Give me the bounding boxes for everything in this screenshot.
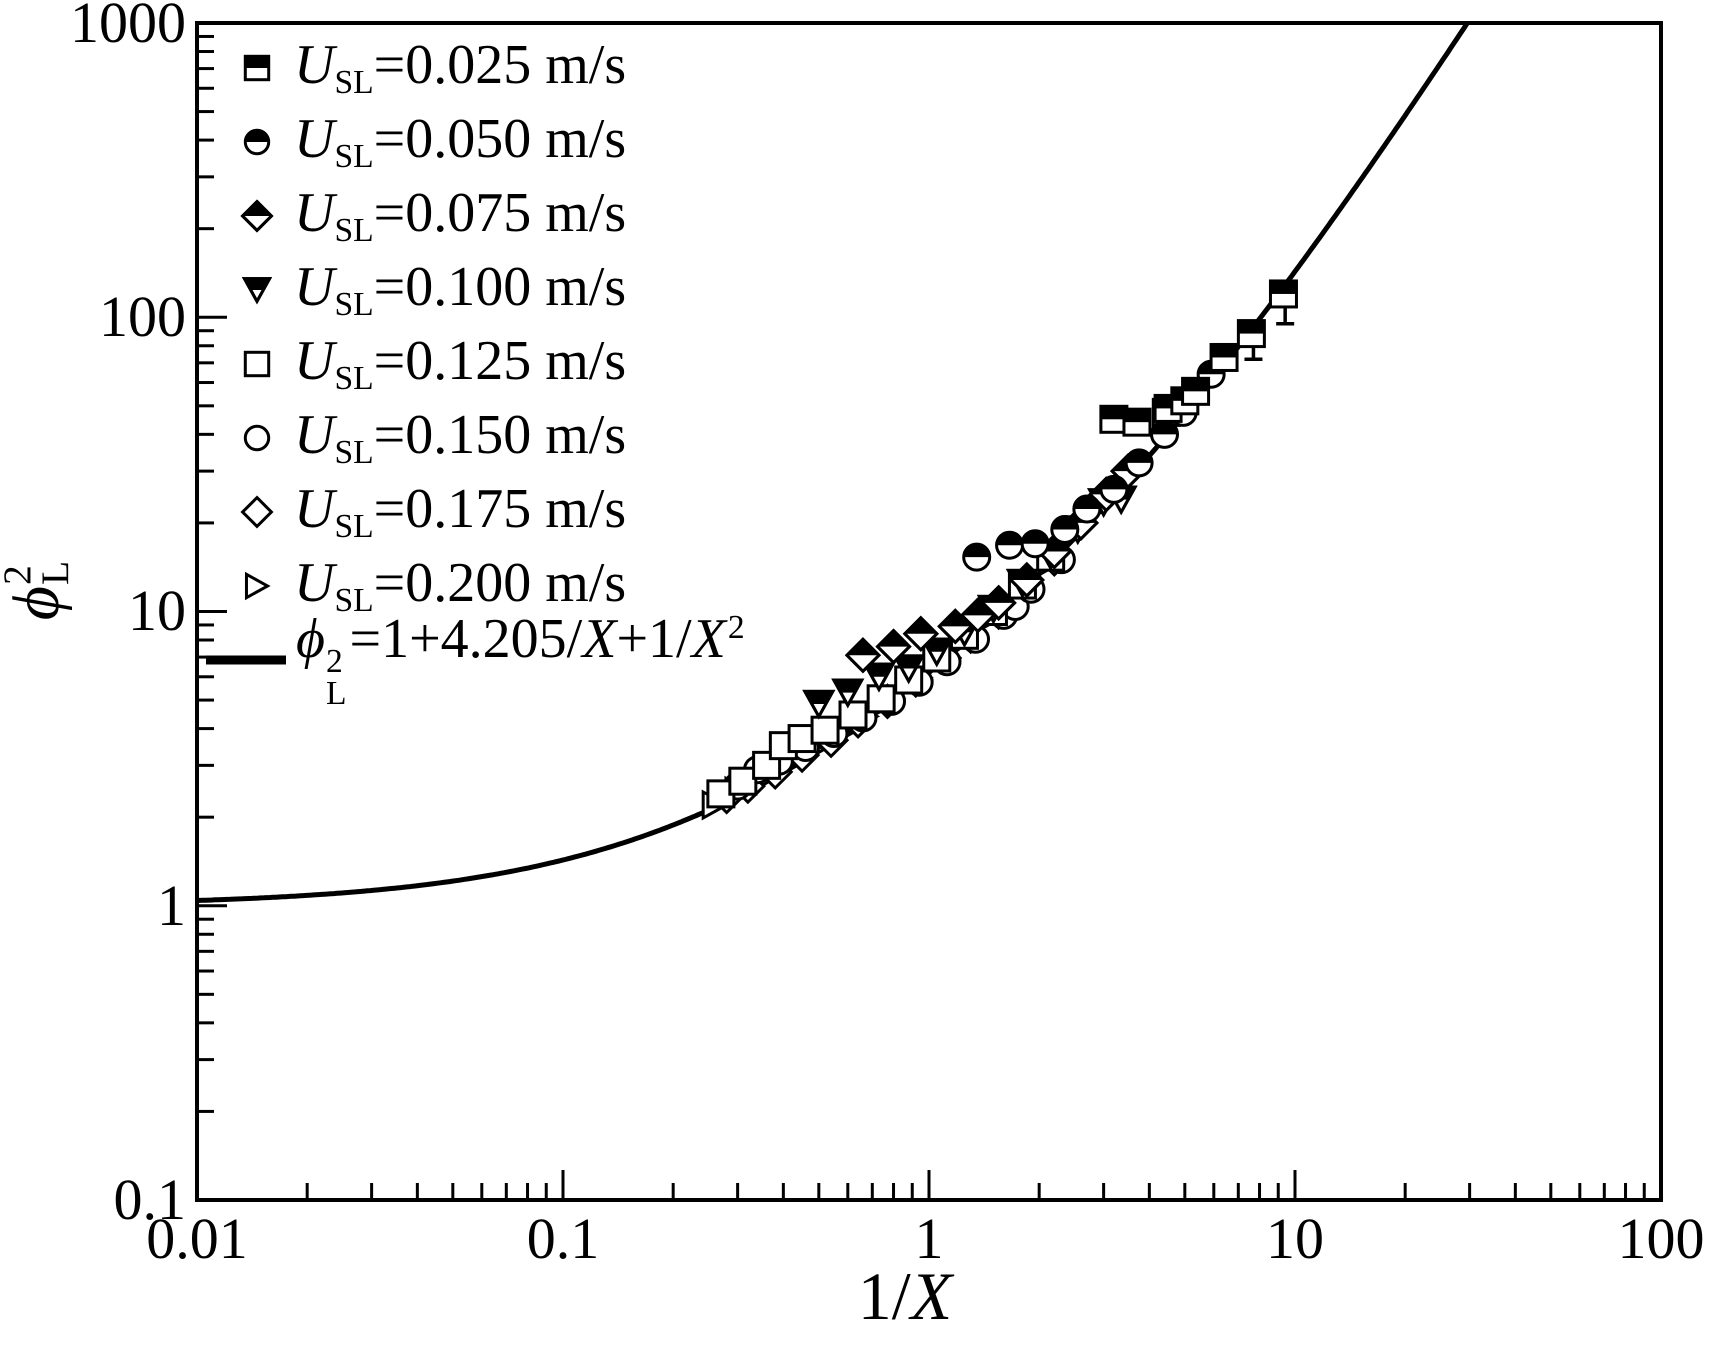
- x-tick-label: 0.1: [526, 1206, 600, 1271]
- diamond-halftop-icon: [240, 199, 274, 233]
- x-tick-label: 100: [1617, 1206, 1705, 1271]
- x-tick-label: 10: [1266, 1206, 1324, 1271]
- correlation-equation: ϕ 2 L =1+4.205/X+1/X2: [296, 607, 745, 712]
- circle-halftop-icon: [243, 128, 271, 156]
- legend-label: USL=0.125 m/s: [294, 329, 627, 397]
- legend-item-usl-0150: USL=0.150 m/s: [228, 403, 626, 473]
- legend-label: USL=0.075 m/s: [294, 181, 627, 249]
- legend-item-usl-0175: USL=0.175 m/s: [228, 477, 626, 547]
- legend-marker-diamond-halftop: [228, 194, 286, 238]
- legend-label: USL=0.150 m/s: [294, 403, 627, 471]
- series-0.025: [1099, 279, 1298, 437]
- triangle-right-open-icon: [244, 571, 271, 601]
- axis-ticks: [195, 21, 1663, 1202]
- y-tick-label: 100: [99, 284, 186, 349]
- legend-item-usl-0125: USL=0.125 m/s: [228, 329, 626, 399]
- legend-label: USL=0.200 m/s: [294, 551, 627, 619]
- y-tick-label: 1: [157, 873, 186, 938]
- legend-item-usl-0200: USL=0.200 m/s: [228, 551, 626, 621]
- x-axis-title: 1/X: [857, 1258, 953, 1334]
- y-tick-label: 10: [128, 578, 186, 643]
- legend-item-correlation: ϕ 2 L =1+4.205/X+1/X2: [296, 611, 745, 710]
- legend-item-usl-0050: USL=0.050 m/s: [228, 107, 626, 177]
- x-tick-label: 1: [914, 1206, 944, 1271]
- legend-label: USL=0.100 m/s: [294, 255, 627, 323]
- square-open-icon: [243, 350, 271, 378]
- legend-label: USL=0.050 m/s: [294, 107, 627, 175]
- x-tick-label: 0.01: [146, 1206, 248, 1271]
- y-tick-label: 1000: [70, 0, 186, 55]
- legend-label: USL=0.025 m/s: [294, 33, 627, 101]
- legend-item-usl-0075: USL=0.075 m/s: [228, 181, 626, 251]
- legend-marker-diamond-open: [228, 490, 286, 534]
- legend-marker-circle-open: [228, 416, 286, 460]
- legend-marker-square-open: [228, 342, 286, 386]
- legend-marker-square-halftop: [228, 46, 286, 90]
- plot-frame: [195, 21, 1663, 1202]
- legend-marker-triangle-right-open: [228, 564, 286, 608]
- circle-open-icon: [243, 424, 271, 452]
- legend-label: USL=0.175 m/s: [294, 477, 627, 545]
- series-0.125: [706, 397, 1181, 809]
- legend-marker-circle-halftop: [228, 120, 286, 164]
- legend-item-usl-0025: USL=0.025 m/s: [228, 33, 626, 103]
- legend-item-usl-0100: USL=0.100 m/s: [228, 255, 626, 325]
- y-tick-label: 0.1: [113, 1167, 187, 1232]
- y-axis-title: ϕ2L: [0, 560, 77, 621]
- diamond-open-icon: [240, 495, 274, 529]
- square-halftop-icon: [243, 54, 271, 82]
- legend-marker-triangle-down-halftop: [228, 268, 286, 312]
- triangle-down-halftop-icon: [241, 277, 273, 305]
